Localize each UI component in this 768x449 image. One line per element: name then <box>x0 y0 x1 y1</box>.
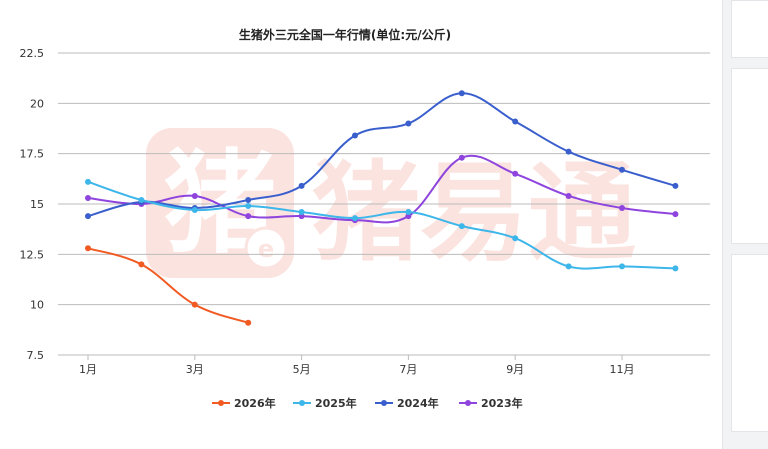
data-point[interactable] <box>512 170 519 177</box>
data-point[interactable] <box>672 182 679 189</box>
chart-title: 生猪外三元全国一年行情(单位:元/公斤) <box>239 27 451 42</box>
y-tick-label: 15 <box>30 198 44 211</box>
data-point[interactable] <box>85 178 91 185</box>
data-point[interactable] <box>138 196 145 203</box>
x-tick-label: 11月 <box>610 363 635 376</box>
data-point[interactable] <box>405 120 412 127</box>
y-tick-label: 10 <box>30 299 44 312</box>
legend-item[interactable]: 2023年 <box>459 396 523 410</box>
y-tick-label: 22.5 <box>20 47 45 60</box>
y-tick-label: 7.5 <box>27 349 45 362</box>
series-line <box>87 247 249 324</box>
series-2026年 <box>85 245 252 326</box>
x-tick-label: 5月 <box>293 363 311 376</box>
chart-panel: 猪 e 猪易通 生猪外三元全国一年行情(单位:元/公斤) 7.5 10 12.5 15… <box>0 0 723 449</box>
series-group <box>85 90 679 326</box>
data-point[interactable] <box>245 213 252 220</box>
data-point[interactable] <box>512 118 519 125</box>
legend-label: 2026年 <box>234 396 276 410</box>
data-point[interactable] <box>458 223 465 230</box>
sidebar-card-3 <box>731 254 768 432</box>
y-tick-label: 12.5 <box>20 248 45 261</box>
series-line <box>87 180 676 270</box>
grid-lines <box>58 52 710 356</box>
legend-item[interactable]: 2025年 <box>293 396 357 410</box>
series-2025年 <box>85 178 679 272</box>
legend-swatch-dot <box>465 400 471 406</box>
data-point[interactable] <box>191 207 198 214</box>
watermark-logo-box <box>146 128 294 278</box>
x-tick-label: 3月 <box>186 363 204 376</box>
watermark-badge <box>244 226 288 270</box>
legend[interactable]: 2026年 2025年 2024年 2023年 <box>212 396 523 410</box>
data-point[interactable] <box>619 263 625 270</box>
data-point[interactable] <box>672 265 679 272</box>
data-point[interactable] <box>245 319 252 326</box>
data-point[interactable] <box>565 263 572 270</box>
legend-swatch-dot <box>299 400 305 406</box>
line-chart: 猪 e 猪易通 生猪外三元全国一年行情(单位:元/公斤) 7.5 10 12.5 15… <box>20 27 710 410</box>
y-tick-label: 20 <box>30 97 44 110</box>
y-axis: 7.5 10 12.5 15 17.5 20 22.5 <box>20 47 45 362</box>
legend-label: 2025年 <box>315 396 357 410</box>
legend-label: 2024年 <box>397 396 439 410</box>
legend-swatch-dot <box>381 400 387 406</box>
data-point[interactable] <box>298 209 305 216</box>
watermark-logo: 猪 e 猪易通 <box>146 128 636 278</box>
watermark-badge-glyph: e <box>258 235 274 263</box>
legend-label: 2023年 <box>481 396 523 410</box>
sidebar-card-1 <box>731 0 768 58</box>
data-point[interactable] <box>565 148 572 155</box>
data-point[interactable] <box>619 205 625 212</box>
x-tick-label: 1月 <box>79 363 97 376</box>
legend-item[interactable]: 2026年 <box>212 396 276 410</box>
data-point[interactable] <box>512 235 519 242</box>
data-point[interactable] <box>85 213 91 220</box>
y-tick-label: 17.5 <box>20 148 45 161</box>
x-tick-label: 7月 <box>399 363 417 376</box>
data-point[interactable] <box>352 132 358 139</box>
data-point[interactable] <box>138 261 145 268</box>
x-tick-label: 9月 <box>506 363 524 376</box>
legend-swatch-dot <box>218 400 224 406</box>
data-point[interactable] <box>85 245 91 252</box>
legend-item[interactable]: 2024年 <box>375 396 439 410</box>
data-point[interactable] <box>458 154 465 161</box>
data-point[interactable] <box>85 194 91 201</box>
x-axis: 1月 3月 5月 7月 9月 11月 <box>79 355 635 376</box>
data-point[interactable] <box>191 301 198 308</box>
data-point[interactable] <box>191 192 198 199</box>
watermark-text: 猪易通 <box>312 151 636 276</box>
data-point[interactable] <box>298 182 305 189</box>
data-point[interactable] <box>458 90 465 97</box>
data-point[interactable] <box>405 209 412 216</box>
data-point[interactable] <box>352 215 358 222</box>
data-point[interactable] <box>245 203 252 210</box>
sidebar-card-2 <box>731 68 768 244</box>
data-point[interactable] <box>565 192 572 199</box>
data-point[interactable] <box>619 166 625 173</box>
data-point[interactable] <box>672 211 679 218</box>
data-point[interactable] <box>245 196 252 203</box>
